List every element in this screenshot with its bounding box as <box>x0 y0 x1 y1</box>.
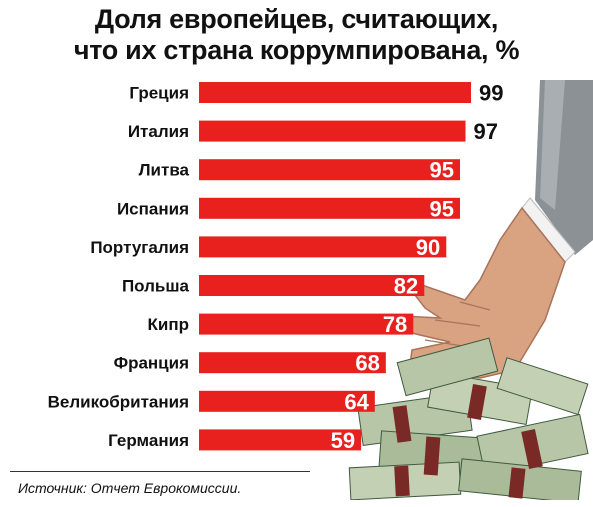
bar <box>199 390 375 412</box>
category-label: Франция <box>114 354 189 373</box>
category-label: Литва <box>139 161 190 180</box>
category-label: Испания <box>117 199 189 218</box>
value-label: 78 <box>383 312 407 337</box>
bar <box>199 275 425 296</box>
category-label: Греция <box>129 84 189 103</box>
hand-money-illustration <box>348 80 593 500</box>
bar-chart: Греция 99 Италия 97 Литва 95 Испания 95 Португал… <box>47 80 504 453</box>
bar <box>199 313 414 335</box>
value-label: 59 <box>331 428 355 453</box>
bar <box>199 197 461 219</box>
bar <box>199 120 466 142</box>
value-label: 68 <box>355 351 379 376</box>
value-label: 90 <box>416 235 440 260</box>
category-label: Великобритания <box>48 392 189 411</box>
bar <box>199 236 447 258</box>
bar <box>199 429 362 451</box>
value-label: 82 <box>394 274 418 299</box>
chart-title-line-2: что их страна коррумпирована, % <box>73 35 520 65</box>
category-label: Португалия <box>90 238 189 257</box>
category-label: Кипр <box>148 315 189 334</box>
chart-title: Доля европейцев, считающих, что их стран… <box>0 4 593 66</box>
value-label: 64 <box>344 389 369 414</box>
category-label: Польша <box>122 277 190 296</box>
value-label: 95 <box>430 196 454 221</box>
value-label: 97 <box>474 119 498 144</box>
category-label: Германия <box>108 431 189 450</box>
bar <box>199 82 471 103</box>
category-label: Италия <box>128 122 189 141</box>
source-divider <box>10 471 310 472</box>
bar <box>199 159 461 181</box>
chart-title-line-1: Доля европейцев, считающих, <box>94 4 499 34</box>
bar <box>199 352 386 374</box>
value-label: 95 <box>430 158 454 183</box>
source-note: Источник: Отчет Еврокомиссии. <box>18 480 242 496</box>
value-label: 99 <box>479 81 503 106</box>
